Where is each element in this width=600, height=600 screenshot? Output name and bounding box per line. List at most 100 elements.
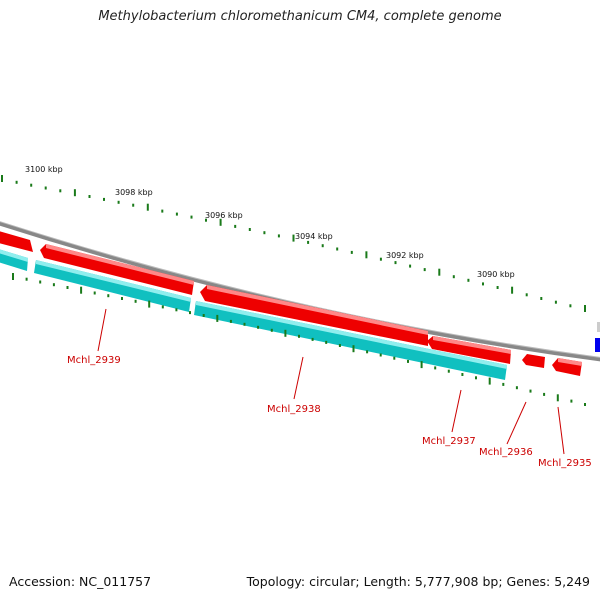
outer-minor-tick bbox=[379, 257, 382, 261]
genome-summary-text: Topology: circular; Length: 5,777,908 bp… bbox=[246, 574, 590, 589]
accession-text: Accession: NC_011757 bbox=[9, 574, 152, 589]
inner-minor-tick bbox=[121, 297, 123, 300]
inner-minor-tick bbox=[461, 373, 464, 376]
gene-leader-lines bbox=[97, 308, 565, 455]
inner-minor-tick bbox=[447, 369, 450, 373]
inner-minor-tick bbox=[229, 319, 232, 323]
outer-minor-tick bbox=[190, 215, 193, 219]
outer-minor-tick bbox=[234, 224, 237, 228]
inner-minor-tick bbox=[134, 299, 137, 303]
gene-label-mchl-2935[interactable]: Mchl_2935 bbox=[538, 458, 592, 469]
cds-arrow-mchl-2937[interactable] bbox=[200, 285, 428, 346]
inner-minor-tick bbox=[161, 305, 164, 309]
outer-scale-ticks bbox=[1, 175, 586, 312]
inner-minor-tick bbox=[434, 366, 437, 370]
outer-minor-tick bbox=[175, 212, 178, 216]
cds-track bbox=[0, 230, 582, 376]
outer-major-tick bbox=[146, 203, 149, 211]
gene-label-mchl-2936[interactable]: Mchl_2936 bbox=[479, 447, 533, 458]
outer-major-tick bbox=[292, 234, 295, 242]
inner-minor-tick bbox=[338, 344, 341, 347]
outer-minor-tick bbox=[277, 234, 280, 238]
outer-minor-tick bbox=[496, 286, 499, 289]
inner-minor-tick bbox=[52, 283, 55, 287]
scale-label-3092: 3092 kbp bbox=[386, 251, 424, 260]
cds-arrow-mchl-2939[interactable] bbox=[0, 230, 33, 252]
feature-marker[interactable] bbox=[595, 338, 600, 352]
inner-minor-tick bbox=[270, 328, 273, 332]
outer-minor-tick bbox=[394, 261, 397, 265]
outer-minor-tick bbox=[161, 209, 164, 213]
outer-minor-tick bbox=[321, 244, 324, 248]
gene-label-mchl-2939[interactable]: Mchl_2939 bbox=[67, 355, 121, 366]
outer-minor-tick bbox=[467, 278, 470, 282]
outer-minor-tick bbox=[482, 282, 484, 286]
outer-minor-tick bbox=[205, 218, 207, 222]
inner-minor-tick bbox=[366, 350, 369, 354]
scale-label-3098: 3098 kbp bbox=[115, 188, 153, 197]
outer-minor-tick bbox=[132, 203, 135, 207]
gene-label-mchl-2937[interactable]: Mchl_2937 bbox=[422, 436, 476, 447]
page-title: Methylobacterium chloromethanicum CM4, c… bbox=[98, 9, 502, 24]
scale-label-3100: 3100 kbp bbox=[25, 165, 63, 174]
outer-minor-tick bbox=[30, 183, 33, 187]
outer-minor-tick bbox=[263, 231, 266, 235]
inner-minor-tick bbox=[570, 399, 573, 403]
inner-minor-tick bbox=[93, 291, 96, 295]
outer-minor-tick bbox=[59, 189, 62, 193]
inner-minor-tick bbox=[502, 382, 505, 386]
outer-minor-tick bbox=[554, 300, 557, 304]
outer-major-tick bbox=[1, 175, 3, 182]
outer-minor-tick bbox=[44, 186, 47, 190]
outer-minor-tick bbox=[117, 200, 120, 204]
inner-major-tick bbox=[556, 394, 559, 402]
outer-minor-tick bbox=[248, 228, 251, 231]
inner-minor-tick bbox=[202, 314, 205, 317]
scale-label-3094: 3094 kbp bbox=[295, 232, 333, 241]
outer-minor-tick bbox=[452, 275, 455, 279]
outer-minor-tick bbox=[350, 250, 353, 254]
outer-minor-tick bbox=[423, 268, 426, 272]
outer-major-tick bbox=[365, 251, 368, 259]
scale-labels: 3100 kbp 3098 kbp 3096 kbp 3094 kbp 3092… bbox=[25, 165, 515, 279]
outer-major-tick bbox=[511, 286, 514, 294]
gene-track bbox=[0, 249, 507, 380]
gene-bar-mchl-2937[interactable] bbox=[194, 301, 507, 380]
cds-arrow-mchl-2936[interactable] bbox=[427, 336, 511, 364]
outer-minor-tick bbox=[88, 195, 91, 198]
inner-major-tick bbox=[284, 329, 287, 337]
inner-major-tick bbox=[488, 377, 491, 385]
inner-minor-tick bbox=[257, 325, 260, 329]
inner-minor-tick bbox=[311, 337, 314, 341]
inner-minor-tick bbox=[39, 280, 42, 284]
backbone-line bbox=[0, 221, 600, 362]
inner-major-tick bbox=[216, 314, 219, 322]
inner-minor-tick bbox=[298, 334, 300, 338]
inner-minor-tick bbox=[243, 322, 246, 326]
inner-major-tick bbox=[12, 273, 14, 280]
inner-minor-tick bbox=[529, 389, 532, 393]
outer-major-tick bbox=[219, 218, 222, 226]
outer-minor-tick bbox=[525, 293, 528, 297]
outer-major-tick bbox=[438, 268, 441, 276]
outer-minor-tick bbox=[103, 197, 105, 201]
inner-minor-tick bbox=[543, 392, 546, 396]
inner-major-tick bbox=[420, 361, 423, 369]
cds-arrow-mchl-2938[interactable] bbox=[40, 244, 194, 295]
inner-major-tick bbox=[352, 345, 355, 353]
gene-label-mchl-2938[interactable]: Mchl_2938 bbox=[267, 404, 321, 415]
inner-minor-tick bbox=[475, 376, 477, 380]
inner-major-tick bbox=[80, 286, 83, 294]
outer-major-tick bbox=[73, 189, 76, 197]
inner-minor-tick bbox=[325, 340, 328, 344]
inner-minor-tick bbox=[175, 308, 178, 312]
outer-minor-tick bbox=[15, 180, 18, 184]
gene-labels: Mchl_2939 Mchl_2938 Mchl_2937 Mchl_2936 … bbox=[67, 355, 592, 469]
cds-arrow-mchl-2935a[interactable] bbox=[522, 354, 545, 368]
inner-minor-tick bbox=[25, 277, 28, 281]
inner-minor-tick bbox=[407, 359, 409, 363]
outer-minor-tick bbox=[307, 240, 310, 244]
inner-minor-tick bbox=[107, 294, 110, 298]
inner-minor-tick bbox=[379, 353, 382, 357]
